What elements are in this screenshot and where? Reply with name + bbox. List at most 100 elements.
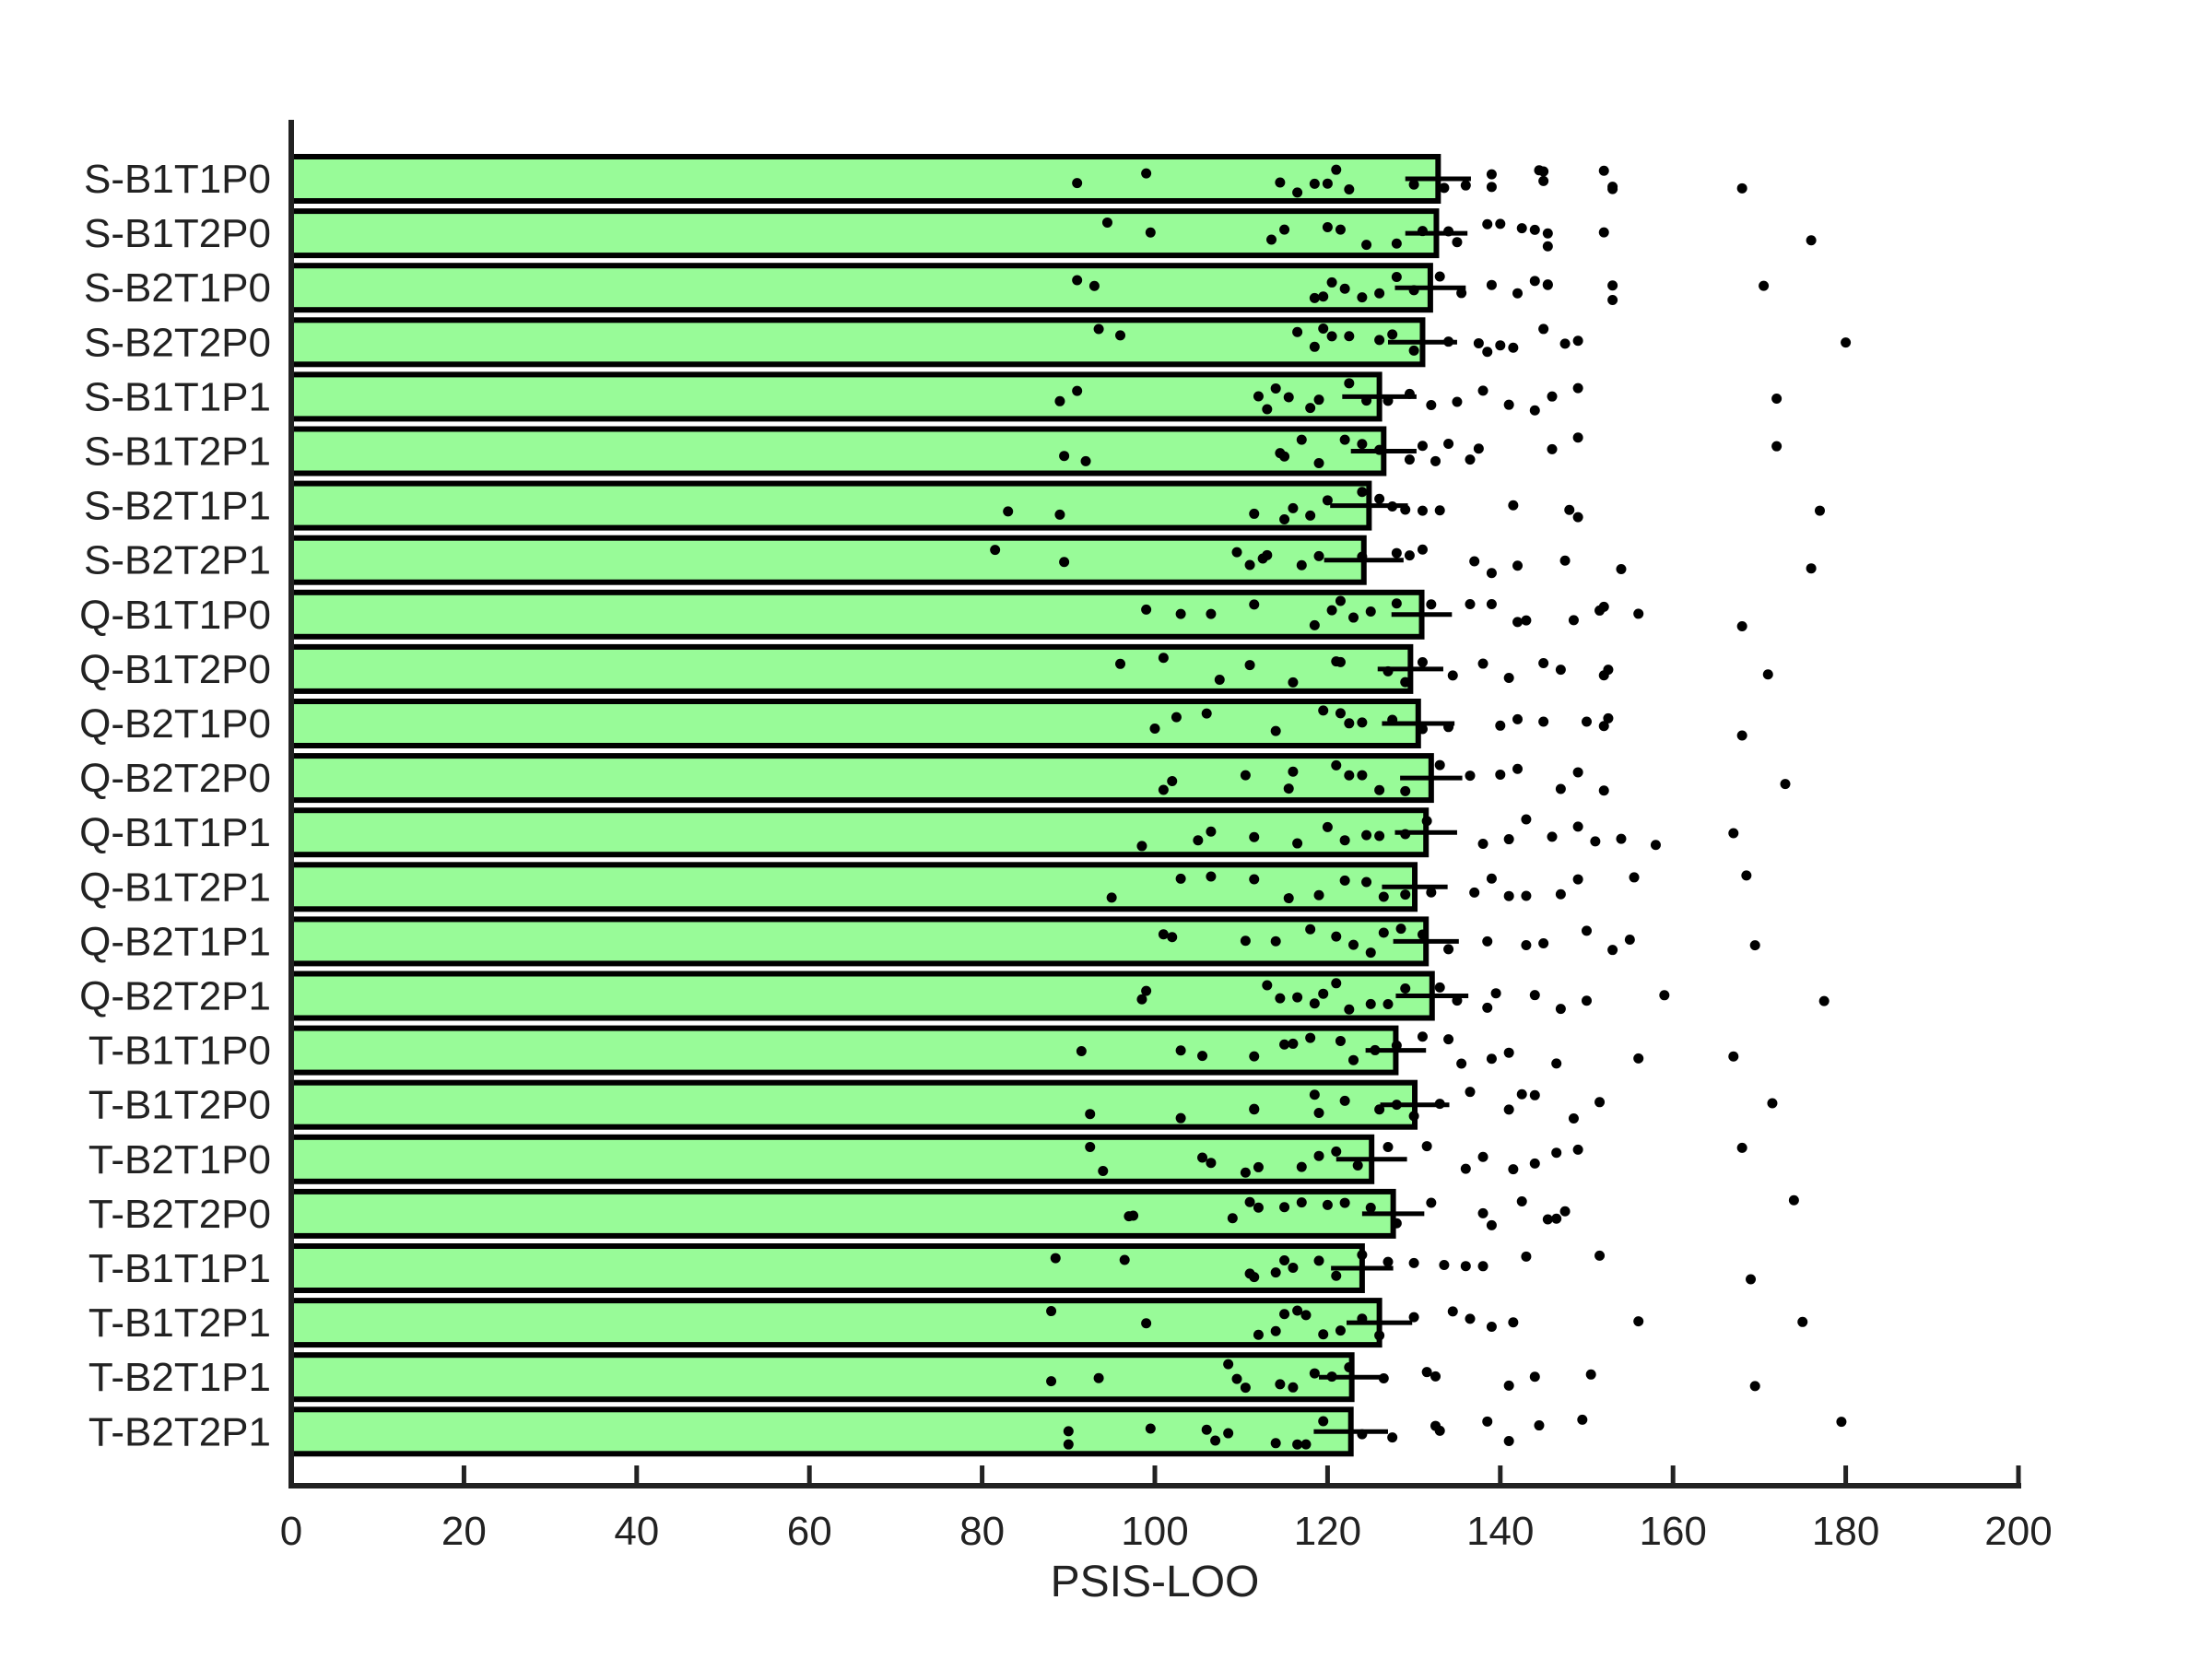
- data-point: [1201, 708, 1212, 719]
- data-point: [1313, 1150, 1324, 1161]
- data-point: [1728, 1051, 1739, 1062]
- data-point: [1512, 763, 1524, 774]
- bar-t-b1t2p1: [288, 1298, 1382, 1348]
- data-point: [1344, 718, 1355, 729]
- data-point: [1249, 831, 1260, 842]
- bar-q-b1t2p1: [288, 862, 1418, 912]
- data-point: [1296, 559, 1307, 571]
- category-label: T-B2T2P1: [88, 1409, 271, 1454]
- data-point: [1318, 1329, 1329, 1340]
- data-point: [1382, 665, 1394, 677]
- data-point: [1841, 337, 1852, 348]
- data-point: [1460, 180, 1471, 191]
- data-point: [1305, 924, 1316, 935]
- data-point: [1542, 279, 1553, 290]
- data-point: [1197, 1152, 1208, 1163]
- data-point: [1270, 382, 1281, 394]
- data-point: [1495, 340, 1506, 351]
- data-point: [1374, 288, 1385, 299]
- data-point: [1590, 836, 1601, 847]
- bar-s-b2t1p0: [288, 263, 1433, 313]
- data-point: [1538, 938, 1549, 949]
- data-point: [1495, 218, 1506, 229]
- data-point: [1249, 508, 1260, 519]
- data-point: [1313, 458, 1324, 469]
- data-point: [1577, 1414, 1588, 1425]
- category-label: T-B2T1P1: [88, 1355, 271, 1400]
- data-point: [1477, 1207, 1488, 1218]
- data-point: [1279, 1254, 1290, 1265]
- data-point: [1050, 1253, 1061, 1264]
- data-point: [1538, 175, 1549, 186]
- data-point: [1059, 451, 1070, 462]
- data-point: [1607, 945, 1618, 956]
- data-point: [1439, 1259, 1450, 1270]
- data-point: [1503, 672, 1514, 683]
- data-point: [1344, 1004, 1355, 1015]
- data-point: [1629, 872, 1640, 883]
- data-point: [1175, 1045, 1186, 1056]
- data-point: [1339, 434, 1350, 445]
- data-point: [1603, 712, 1614, 724]
- data-point: [1365, 998, 1376, 1009]
- data-point: [1607, 280, 1618, 291]
- bar-t-b2t2p1: [288, 1406, 1354, 1457]
- data-point: [1387, 329, 1398, 340]
- data-point: [1465, 1313, 1476, 1324]
- data-point: [1387, 1432, 1398, 1443]
- data-point: [1417, 226, 1428, 237]
- data-point: [1322, 178, 1333, 189]
- data-point: [1085, 1109, 1096, 1120]
- data-point: [1434, 982, 1445, 993]
- data-point: [1594, 1250, 1606, 1261]
- data-point: [1473, 337, 1484, 348]
- data-point: [990, 545, 1001, 556]
- data-point: [1503, 890, 1514, 901]
- data-point: [1167, 932, 1178, 943]
- data-point: [1529, 224, 1540, 235]
- data-point: [1495, 720, 1506, 731]
- data-point: [1439, 182, 1450, 194]
- data-point: [1465, 1087, 1476, 1098]
- data-point: [1391, 547, 1402, 559]
- data-point: [1447, 1306, 1458, 1317]
- bar-t-b2t2p0: [288, 1188, 1396, 1239]
- data-point: [1521, 890, 1532, 901]
- category-label: S-B1T2P0: [84, 211, 271, 256]
- data-point: [1391, 238, 1402, 249]
- data-point: [1452, 396, 1463, 407]
- data-point: [1391, 598, 1402, 609]
- data-point: [1400, 983, 1411, 994]
- data-point: [1404, 388, 1415, 399]
- data-point: [1495, 769, 1506, 780]
- x-tick-label: 80: [959, 1509, 1005, 1554]
- data-point: [1292, 1305, 1303, 1316]
- data-point: [1417, 441, 1428, 452]
- data-point: [1088, 280, 1100, 291]
- data-point: [1490, 988, 1501, 999]
- data-point: [1443, 336, 1454, 347]
- data-point: [1434, 505, 1445, 516]
- data-point: [1262, 980, 1273, 991]
- data-point: [1603, 665, 1614, 676]
- data-point: [1508, 500, 1519, 511]
- data-point: [1262, 549, 1273, 560]
- category-label: S-B2T1P0: [84, 265, 271, 311]
- data-point: [1408, 1312, 1419, 1323]
- data-point: [1292, 992, 1303, 1003]
- data-point: [1223, 1359, 1234, 1370]
- category-label: S-B2T1P1: [84, 484, 271, 529]
- data-point: [1072, 178, 1083, 189]
- data-point: [1357, 717, 1368, 728]
- data-point: [1339, 835, 1350, 846]
- data-point: [1322, 821, 1333, 832]
- x-tick-label: 0: [280, 1509, 302, 1554]
- data-point: [1512, 713, 1524, 724]
- bar-s-b2t2p0: [288, 317, 1426, 368]
- data-point: [1836, 1417, 1847, 1428]
- data-point: [1275, 177, 1286, 188]
- data-point: [1382, 1142, 1394, 1153]
- data-point: [1521, 814, 1532, 825]
- data-point: [1818, 995, 1830, 1006]
